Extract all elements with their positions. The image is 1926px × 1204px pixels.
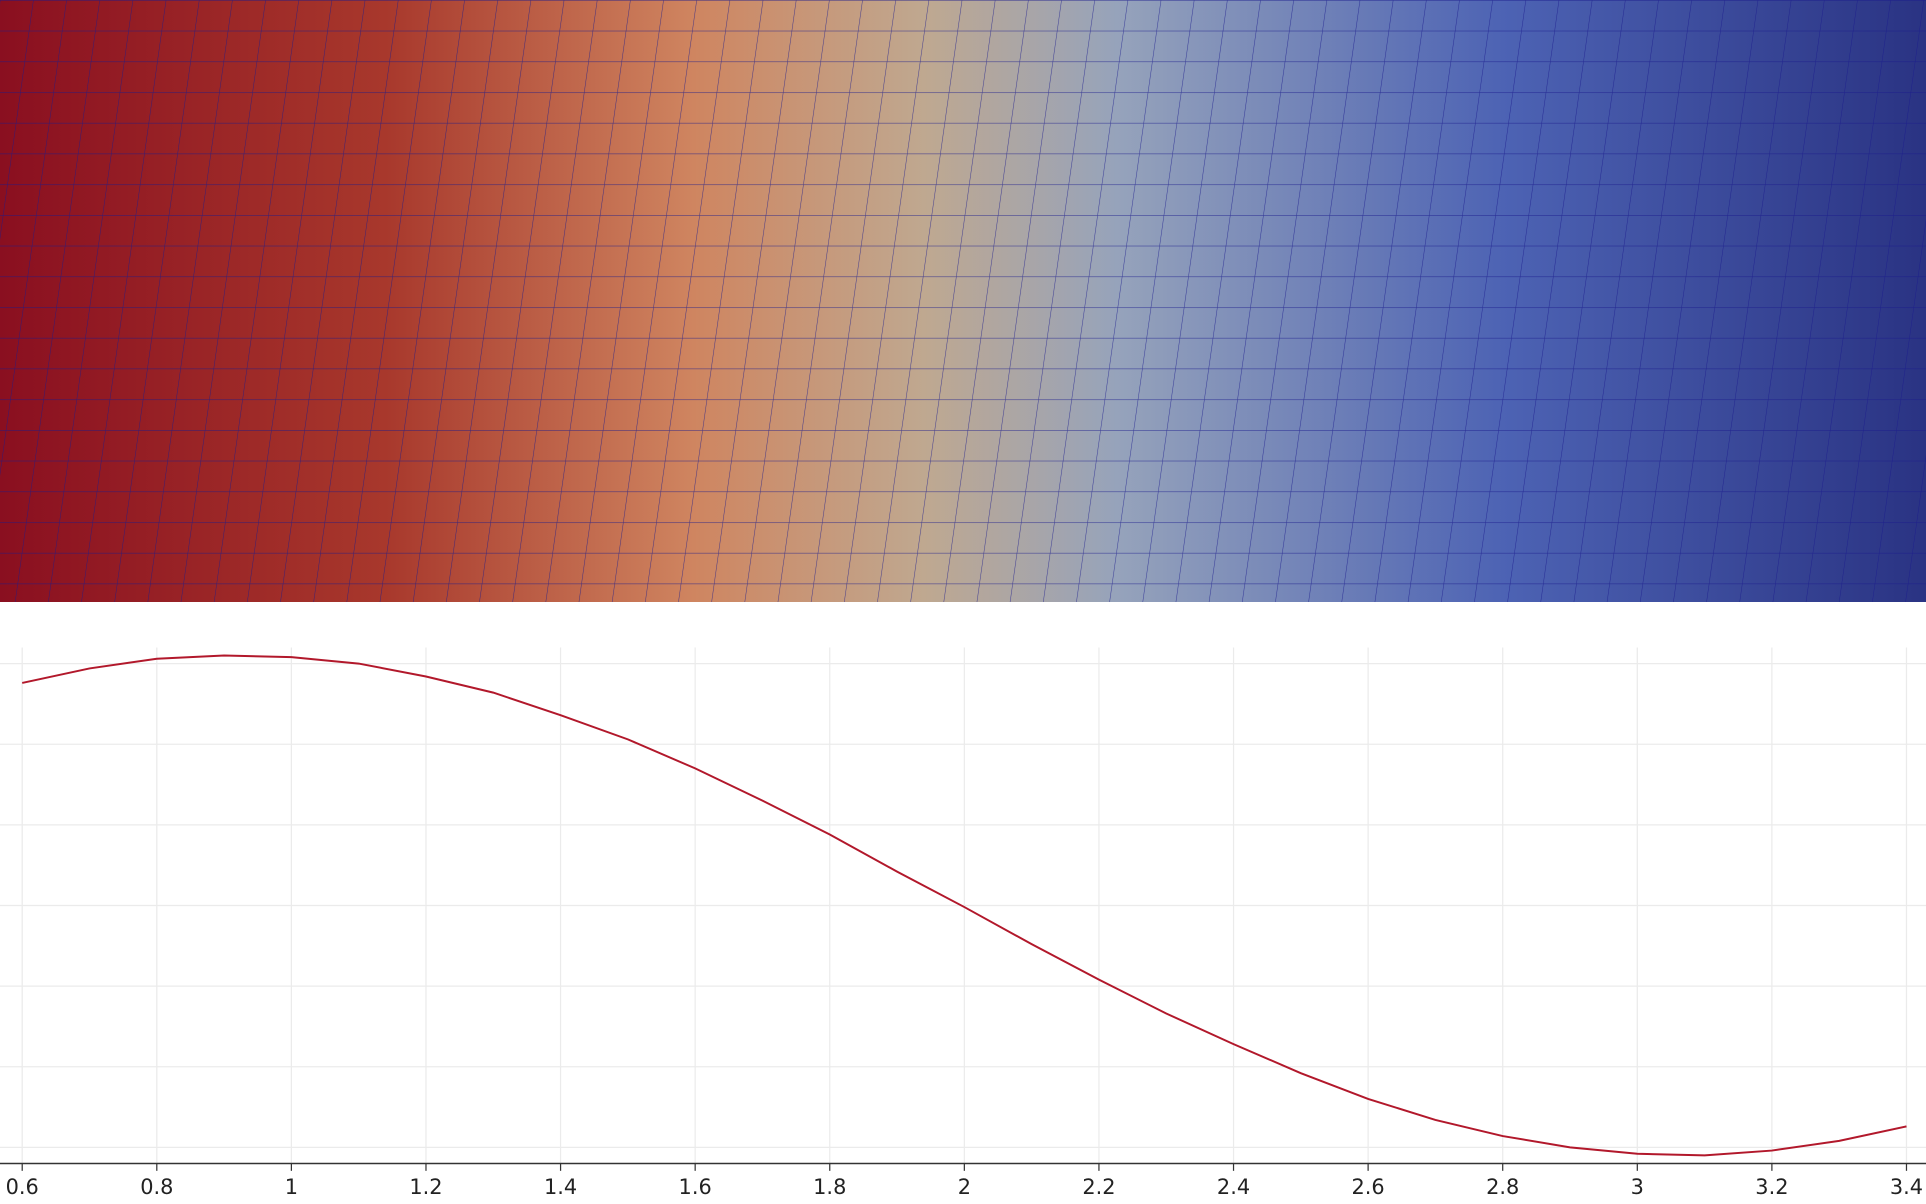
line-plot: 0.6 0.8 1 1.2 1.4 1.6 1.8 2 2.2 2.4 2.6 2.8 3 3.2 3.4 [0,647,1926,1199]
x-tick-label: 3.4 [1890,1175,1923,1199]
x-tick-label: 1.2 [409,1175,442,1199]
x-tick-label: 3 [1631,1175,1644,1199]
x-tick-label: 2.2 [1082,1175,1115,1199]
x-tick-label: 2 [958,1175,971,1199]
x-tick-label: 2.4 [1217,1175,1250,1199]
x-tick-label: 1.4 [544,1175,577,1199]
x-tick-label: 1 [285,1175,298,1199]
x-tick-label: 0.6 [6,1175,39,1199]
x-tick-label: 3.2 [1755,1175,1788,1199]
x-tick-label: 1.6 [679,1175,712,1199]
x-tick-label: 0.8 [140,1175,173,1199]
x-tick-label: 2.6 [1352,1175,1385,1199]
mesh-grid [0,0,1926,602]
x-tick-label: 1.8 [813,1175,846,1199]
data-line [22,654,1907,1157]
mesh-view [0,0,1926,602]
x-tick-label: 2.8 [1486,1175,1519,1199]
